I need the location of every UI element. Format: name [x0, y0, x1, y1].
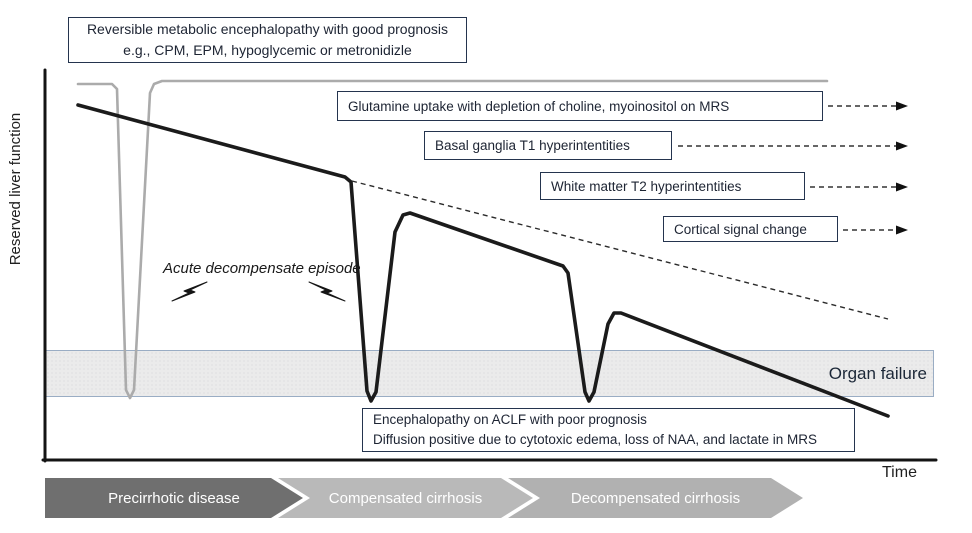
finding-white-matter-label: White matter T2 hyperintentities [551, 178, 742, 194]
stage-decompensated-label: Decompensated cirrhosis [570, 489, 741, 507]
aclf-box-line2: Diffusion positive due to cytotoxic edem… [373, 432, 817, 447]
finding-basal-ganglia-label: Basal ganglia T1 hyperintentities [435, 138, 630, 153]
finding-box-glutamine: Glutamine uptake with depletion of choli… [337, 91, 823, 121]
stage-compensated-cirrhosis: Compensated cirrhosis [278, 478, 533, 518]
arrow-basal-ganglia-head-icon [896, 141, 908, 151]
organ-failure-label: Organ failure [828, 363, 927, 383]
finding-box-cortical: Cortical signal change [663, 216, 838, 242]
finding-box-basal-ganglia: Basal ganglia T1 hyperintentities [424, 131, 672, 160]
stage-precirrhotic-label: Precirrhotic disease [108, 489, 240, 507]
stage-precirrhotic-disease: Precirrhotic disease [45, 478, 303, 518]
arrow-cortical-head-icon [896, 225, 908, 235]
stage-decompensated-cirrhosis: Decompensated cirrhosis [508, 478, 803, 518]
aclf-box-line1: Encephalopathy on ACLF with poor prognos… [373, 412, 647, 427]
arrow-glutamine-head-icon [896, 101, 908, 111]
reversible-box-line1: Reversible metabolic encephalopathy with… [86, 21, 449, 37]
reversible-box-line2: e.g., CPM, EPM, hypoglycemic or metronid… [123, 42, 412, 58]
finding-glutamine-label: Glutamine uptake with depletion of choli… [348, 98, 730, 114]
reversible-episode-curve [76, 79, 829, 400]
x-axis-label: Time [882, 464, 917, 481]
acute-decompensate-episode-label: Acute decompensate episode [163, 260, 361, 277]
finding-cortical-label: Cortical signal change [674, 221, 807, 237]
finding-box-white-matter: White matter T2 hyperintentities [540, 172, 805, 200]
organ-failure-band [45, 350, 934, 397]
lightning-bolt-right-icon [308, 281, 346, 302]
stage-compensated-label: Compensated cirrhosis [328, 489, 483, 507]
arrow-white-matter-head-icon [896, 182, 908, 192]
projected-decline-line [351, 180, 889, 320]
lightning-bolt-left-icon [171, 281, 208, 302]
reversible-encephalopathy-box: Reversible metabolic encephalopathy with… [68, 17, 467, 63]
liver-function-curve [76, 103, 890, 418]
aclf-encephalopathy-box: Encephalopathy on ACLF with poor prognos… [362, 408, 855, 452]
